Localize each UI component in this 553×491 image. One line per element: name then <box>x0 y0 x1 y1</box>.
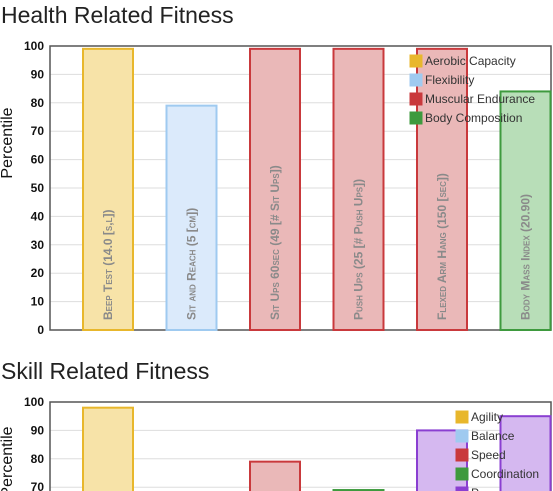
bar <box>249 460 301 491</box>
y-axis-title: Percentile <box>0 107 16 178</box>
bar-label: Push Ups (25 [# Push Ups]) <box>352 179 366 320</box>
bar <box>165 104 218 331</box>
y-tick-label: 70 <box>31 480 45 491</box>
legend-label: Aerobic Capacity <box>425 54 516 68</box>
legend-swatch <box>455 429 469 443</box>
bar <box>499 415 552 491</box>
legend-swatch <box>455 448 469 462</box>
bar-label: Beep Test (14.0 [s,l]) <box>101 210 115 320</box>
legend-label: Coordination <box>471 467 539 481</box>
y-tick-label: 60 <box>31 153 45 167</box>
y-tick-label: 20 <box>31 266 45 280</box>
legend-label: Flexibility <box>425 73 474 87</box>
y-tick-label: 90 <box>31 423 45 437</box>
y-tick-label: 90 <box>31 67 45 81</box>
bar-label: Sit Ups 60sec (49 [# Sit Ups]) <box>268 165 282 320</box>
legend-swatch <box>409 92 423 106</box>
y-axis-title: Percentile <box>0 426 16 491</box>
bar <box>82 47 134 332</box>
legend-label: P <box>471 486 479 491</box>
legend-swatch <box>409 54 423 68</box>
legend-label: Balance <box>471 429 515 443</box>
bar <box>332 47 385 332</box>
health-fitness-title: Health Related Fitness <box>1 2 234 28</box>
y-tick-label: 10 <box>31 295 45 309</box>
y-tick-label: 70 <box>31 124 45 138</box>
legend-label: Body Composition <box>425 111 522 125</box>
skill-fitness-chart: 70 80 90 100 Percentile Agility Balance Speed Co… <box>0 395 552 491</box>
y-tick-label: 0 <box>37 323 44 337</box>
y-tick-label: 80 <box>31 452 45 466</box>
y-tick-label: 40 <box>31 209 45 223</box>
y-tick-label: 50 <box>31 181 45 195</box>
bar-label: Sit and Reach (5 [cm]) <box>185 208 199 320</box>
legend-label: Agility <box>471 410 503 424</box>
y-tick-label: 30 <box>31 238 45 252</box>
bar <box>499 90 552 331</box>
y-tick-label: 80 <box>31 96 45 110</box>
legend-label: Speed <box>471 448 506 462</box>
y-tick-label: 100 <box>24 395 44 409</box>
legend-swatch <box>409 73 423 87</box>
legend-swatch <box>455 467 469 481</box>
bar <box>249 47 301 332</box>
plot-frame <box>49 401 552 491</box>
bar <box>416 47 468 332</box>
skill-fitness-title: Skill Related Fitness <box>1 358 210 384</box>
legend-label: Muscular Endurance <box>425 92 535 106</box>
bar-label: Body Mass Index (20.90) <box>519 194 533 320</box>
y-tick-label: 100 <box>24 39 44 53</box>
bar-label: Flexed Arm Hang (150 [sec]) <box>435 173 449 320</box>
health-fitness-chart: 0 10 20 30 40 50 60 70 80 90 100 Percentile Beep Tes… <box>0 39 552 337</box>
legend-swatch <box>455 410 469 424</box>
legend-swatch <box>455 486 469 491</box>
legend-swatch <box>409 111 423 125</box>
bar <box>82 406 134 491</box>
